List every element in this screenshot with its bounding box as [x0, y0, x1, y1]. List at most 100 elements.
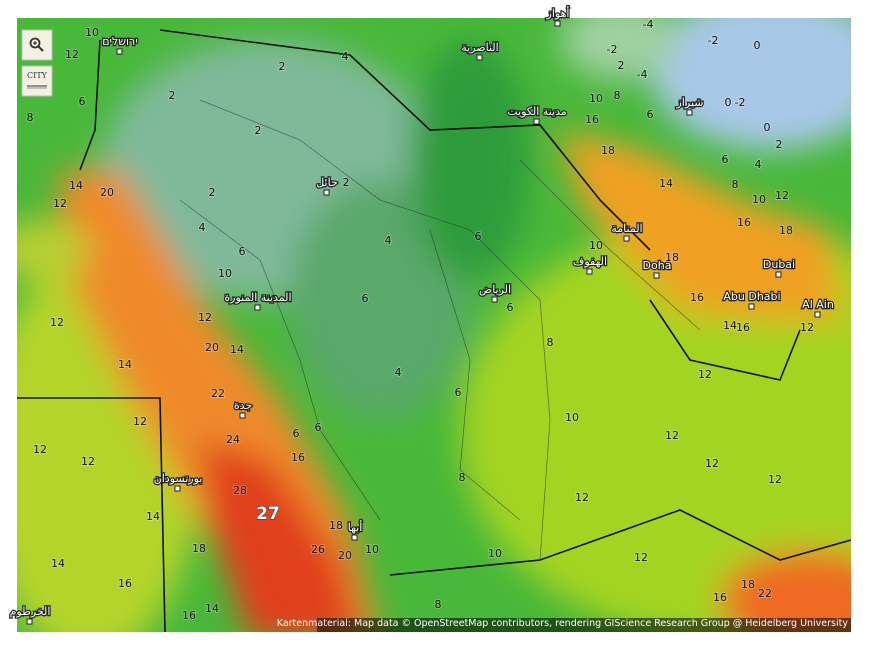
contour-label: 6: [475, 230, 482, 243]
contour-label: 20: [100, 186, 114, 199]
contour-label: 14: [723, 319, 737, 332]
contour-label: 12: [133, 415, 147, 428]
contour-label: 12: [705, 457, 719, 470]
city-label: ירושלים: [102, 35, 137, 48]
contour-label: 18: [665, 251, 679, 264]
contour-label: 8: [732, 178, 739, 191]
contour-label: 24: [226, 433, 240, 446]
contour-label: 16: [737, 216, 751, 229]
city-label: المدينة المنورة: [224, 291, 291, 304]
contour-label: 12: [53, 197, 67, 210]
city-marker: [814, 311, 821, 318]
city-marker: [586, 268, 593, 275]
contour-label: 2: [279, 60, 286, 73]
city-marker: [351, 534, 358, 541]
contour-label: 6: [722, 153, 729, 166]
contour-label: 14: [51, 557, 65, 570]
contour-label: 16: [585, 113, 599, 126]
city-marker: [554, 20, 561, 27]
contour-label: 4: [385, 234, 392, 247]
city-label: شيراز: [676, 96, 704, 109]
city-marker: [116, 48, 123, 55]
contour-label: 16: [291, 451, 305, 464]
contour-label: 28: [233, 484, 247, 497]
contour-label: 18: [601, 144, 615, 157]
city-button-label[interactable]: CITY: [27, 71, 48, 80]
contour-label: 18: [741, 578, 755, 591]
contour-label: 2: [618, 59, 625, 72]
contour-label: -4: [637, 68, 648, 81]
city-marker: [239, 412, 246, 419]
contour-label: 2: [255, 124, 262, 137]
contour-label: 14: [69, 179, 83, 192]
contour-label: 22: [211, 387, 225, 400]
contour-label: 10: [365, 543, 379, 556]
city-marker: [623, 235, 630, 242]
contour-label: 12: [800, 321, 814, 334]
contour-label: 8: [547, 336, 554, 349]
contour-label: 8: [435, 598, 442, 611]
contour-label: 0: [764, 121, 771, 134]
city-label: أهواز: [546, 6, 570, 20]
contour-label: 16: [118, 577, 132, 590]
city-marker: [775, 271, 782, 278]
contour-label: 6: [455, 386, 462, 399]
city-marker: [476, 54, 483, 61]
contour-label: 12: [768, 473, 782, 486]
city-marker: [254, 304, 261, 311]
contour-label: 27: [256, 504, 280, 524]
contour-label: 2: [209, 186, 216, 199]
city-marker: [323, 189, 330, 196]
contour-label: 10: [752, 193, 766, 206]
zoom-button[interactable]: [21, 29, 53, 61]
contour-label: 16: [736, 321, 750, 334]
contour-label: 10: [589, 239, 603, 252]
city-marker: [26, 618, 33, 625]
contour-label: 4: [755, 158, 762, 171]
contour-label: 6: [239, 245, 246, 258]
contour-label: 16: [713, 591, 727, 604]
city-label: أبها: [348, 520, 363, 534]
contour-label: 12: [665, 429, 679, 442]
contour-label: 6: [79, 95, 86, 108]
city-label: Abu Dhabi: [723, 290, 780, 303]
city-marker: [533, 118, 540, 125]
city-marker: [174, 485, 181, 492]
contour-label: 4: [395, 366, 402, 379]
contour-label: 12: [81, 455, 95, 468]
city-marker: [653, 272, 660, 279]
contour-label: 6: [315, 421, 322, 434]
contour-label: 14: [659, 177, 673, 190]
contour-label: 12: [33, 443, 47, 456]
contour-label: 2: [776, 138, 783, 151]
contour-label: 22: [758, 587, 772, 600]
contour-label: 12: [65, 48, 79, 61]
city-label: Al Ain: [802, 298, 834, 311]
contour-label: 6: [293, 427, 300, 440]
city-label: الناصرية: [461, 41, 498, 54]
contour-label: 14: [118, 358, 132, 371]
contour-label: 8: [27, 111, 34, 124]
contour-label: 6: [362, 292, 369, 305]
contour-label: 6: [647, 108, 654, 121]
city-label: بورتسودان: [154, 472, 203, 485]
contour-label: 14: [205, 602, 219, 615]
city-label: Dubai: [763, 258, 795, 271]
contour-label: 10: [589, 92, 603, 105]
contour-label: 12: [575, 491, 589, 504]
contour-label: 18: [192, 542, 206, 555]
city-label: حائل: [316, 176, 338, 189]
city-label: المنامة: [611, 222, 642, 235]
contour-label: 2: [343, 176, 350, 189]
contour-label: 12: [775, 189, 789, 202]
contour-label: 2: [169, 89, 176, 102]
contour-label: 16: [182, 609, 196, 622]
city-label: الرياض: [479, 283, 511, 296]
contour-label: 18: [779, 224, 793, 237]
contour-label: 16: [690, 291, 704, 304]
contour-label: 4: [342, 50, 349, 63]
contour-label: 12: [198, 311, 212, 324]
city-toggle-button[interactable]: CITY: [21, 65, 53, 97]
